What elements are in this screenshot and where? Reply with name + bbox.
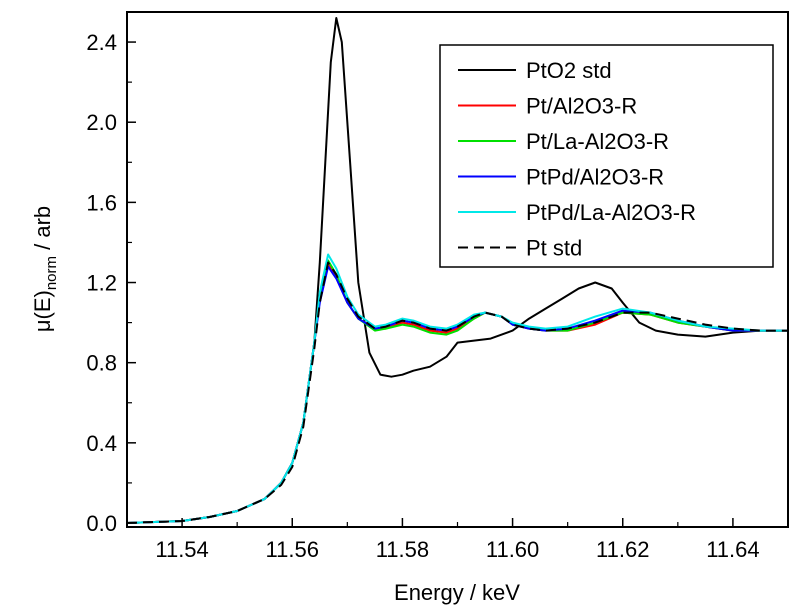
y-axis: 0.0 0.4 0.8 1.2 1.6 2.0 2.4 — [86, 30, 136, 536]
legend-label-0: PtO2 std — [526, 58, 612, 83]
legend-label-3: PtPd/Al2O3-R — [526, 165, 664, 190]
legend-label-1: Pt/Al2O3-R — [526, 94, 637, 119]
y-tick-label: 0.8 — [86, 351, 117, 376]
y-tick-label: 2.4 — [86, 30, 117, 55]
series-line-4 — [127, 253, 788, 524]
legend-label-5: Pt std — [526, 236, 582, 261]
x-tick-label: 11.64 — [706, 537, 759, 562]
x-tick-label: 11.56 — [266, 537, 319, 562]
y-tick-label: 2.0 — [86, 110, 117, 135]
y-axis-title-main: μ(E) — [30, 290, 55, 332]
x-tick-label: 11.60 — [486, 537, 539, 562]
y-axis-title-tail: / arb — [30, 206, 55, 256]
y-axis-title: μ(E)norm / arb — [30, 206, 60, 332]
legend-box — [439, 44, 774, 268]
y-axis-title-sub: norm — [43, 256, 60, 290]
x-tick-label: 11.54 — [155, 537, 208, 562]
x-tick-label: 11.58 — [376, 537, 429, 562]
y-tick-label: 1.6 — [86, 190, 117, 215]
x-axis: 11.54 11.56 11.58 11.60 11.62 11.64 — [126, 518, 789, 562]
x-axis-title: Energy / keV — [394, 580, 520, 605]
x-tick-label: 11.62 — [596, 537, 649, 562]
series-layer — [127, 17, 788, 524]
y-tick-label: 0.4 — [86, 431, 117, 456]
legend-label-2: Pt/La-Al2O3-R — [526, 129, 669, 154]
legend-label-4: PtPd/La-Al2O3-R — [526, 200, 696, 225]
series-line-5 — [127, 261, 788, 524]
series-line-3 — [127, 265, 788, 524]
y-tick-label: 0.0 — [86, 511, 117, 536]
legend: PtO2 std Pt/Al2O3-R Pt/La-Al2O3-R PtPd/Al2O… — [439, 44, 774, 268]
series-line-1 — [127, 261, 788, 524]
series-line-2 — [127, 259, 788, 524]
y-tick-label: 1.2 — [86, 271, 117, 296]
